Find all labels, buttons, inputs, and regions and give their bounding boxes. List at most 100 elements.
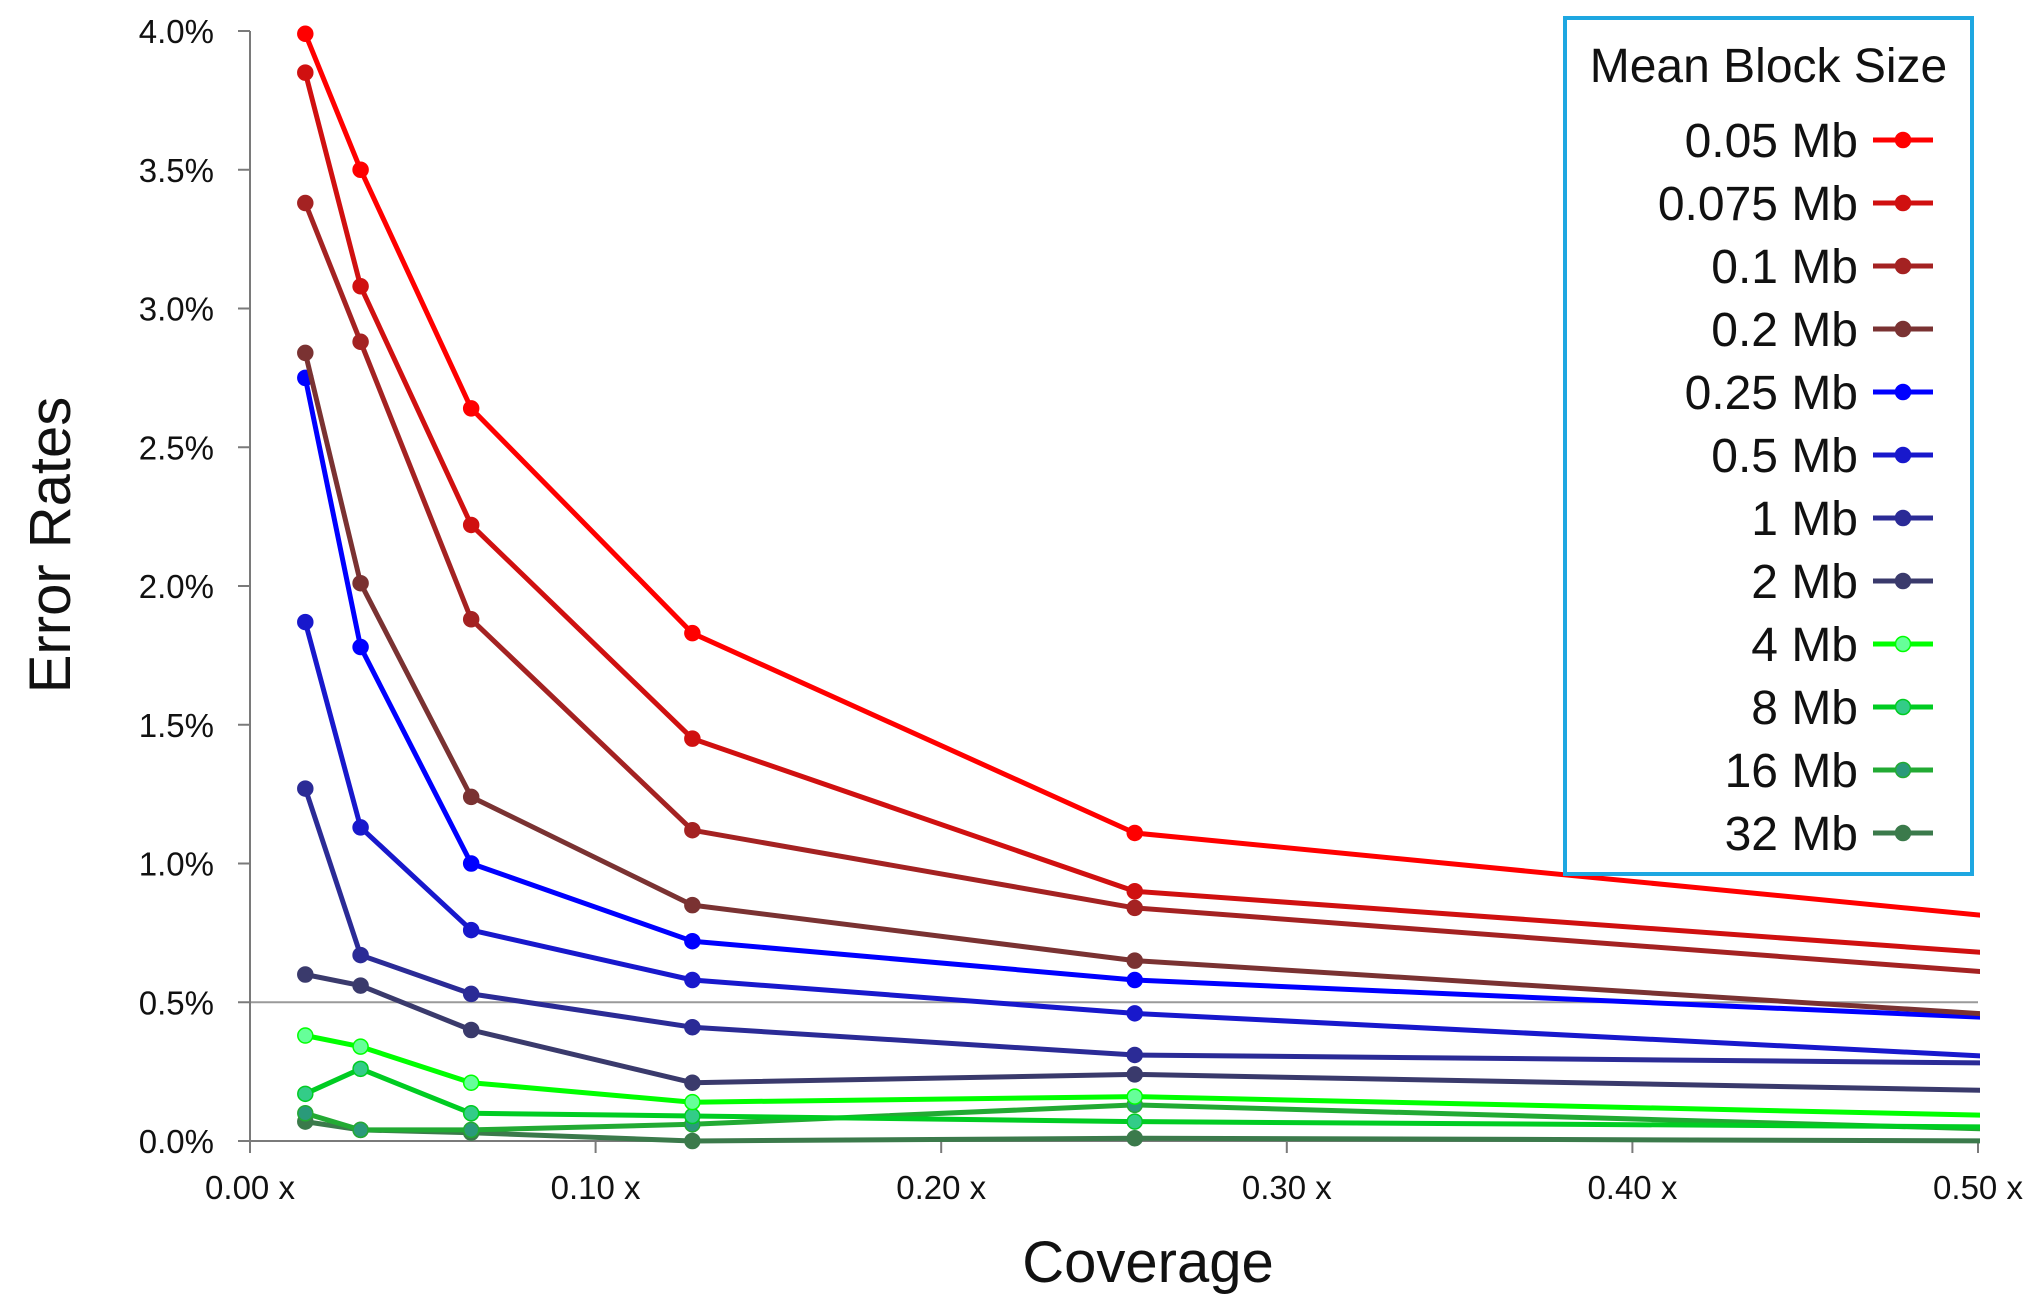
data-point [297,25,314,43]
series-line [302,621,1980,1059]
series-16-mb [297,1096,1980,1139]
data-point [1126,1129,1143,1147]
legend-label: 0.5 Mb [1711,430,1858,483]
data-point [684,1107,701,1125]
y-tick-label: 2.0% [139,568,214,605]
data-point [297,64,314,81]
series-32-mb [297,1113,1980,1150]
data-point [462,1021,480,1039]
data-point [352,977,369,994]
series-0-25-mb [297,369,1980,1020]
data-point [684,1018,701,1036]
legend-item: 1 Mb [1751,493,1933,546]
legend-item: 0.075 Mb [1658,178,1933,231]
data-point [297,1105,314,1122]
legend-label: 8 Mb [1751,682,1858,735]
data-point [684,730,701,747]
legend-label: 0.2 Mb [1711,304,1858,357]
data-point [352,638,369,656]
series-0-5-mb [297,613,1980,1059]
data-point [1126,1113,1143,1130]
series-line [304,1033,1980,1118]
data-point [684,624,701,642]
series-layer [297,25,1980,1150]
series-1-mb [297,780,1980,1066]
legend-label: 16 Mb [1725,745,1858,798]
series-line [304,972,1980,1093]
legend-item: 0.1 Mb [1711,241,1933,294]
data-point [462,516,480,534]
series-0-2-mb [297,344,1980,1017]
legend-marker [1894,509,1912,527]
y-axis-title: Error Rates [18,397,83,694]
x-axis-title: Coverage [1022,1230,1273,1295]
legend-label: 0.075 Mb [1658,178,1858,231]
data-point [352,574,369,592]
data-point [462,788,480,806]
legend-marker [1894,320,1912,338]
data-point [1126,883,1143,900]
legend-marker [1894,761,1912,779]
data-point [462,1105,480,1122]
data-point [684,971,701,989]
data-point [297,613,314,631]
legend-item: 0.05 Mb [1685,115,1933,168]
data-point [684,1093,701,1111]
data-point [684,932,701,950]
series-line [304,1102,1980,1133]
x-tick-label: 0.30 x [1242,1169,1332,1206]
y-tick-label: 1.5% [139,707,214,744]
legend-marker [1894,572,1912,590]
legend-marker [1894,257,1912,275]
data-point [462,985,480,1003]
series-line [302,352,1980,1017]
legend-marker [1894,383,1912,401]
data-point [684,896,701,914]
data-point [352,278,369,295]
legend-item: 0.2 Mb [1711,304,1933,357]
x-tick-label: 0.10 x [551,1169,641,1206]
series-0-1-mb [297,194,1980,975]
data-point [684,821,701,839]
legend-marker [1894,131,1912,149]
y-tick-label: 0.0% [139,1123,214,1160]
series-line [302,202,1980,975]
data-point [352,819,369,836]
legend-label: 4 Mb [1751,619,1858,672]
data-point [297,1027,314,1044]
legend-item: 0.25 Mb [1685,367,1933,420]
data-point [352,1038,369,1055]
legend-marker [1894,698,1912,716]
data-point [352,1060,369,1078]
series-line [302,32,1980,918]
legend-marker [1894,635,1912,653]
x-tick-label: 0.40 x [1587,1169,1677,1206]
data-point [462,1074,480,1091]
legend-label: 32 Mb [1725,808,1858,861]
y-tick-label: 3.0% [139,291,214,328]
data-point [1126,1066,1143,1083]
data-point [462,855,480,872]
legend-label: 2 Mb [1751,556,1858,609]
series-8-mb [297,1060,1980,1130]
x-tick-label: 0.20 x [896,1169,986,1206]
legend-label: 0.05 Mb [1685,115,1858,168]
x-tick-label: 0.00 x [205,1169,295,1206]
legend-title: Mean Block Size [1590,40,1948,93]
legend-item: 16 Mb [1725,745,1933,798]
legend-item: 32 Mb [1725,808,1933,861]
data-point [1126,1046,1143,1064]
legend-item: 0.5 Mb [1711,430,1933,483]
data-point [1126,1005,1143,1022]
data-point [1126,1088,1143,1105]
y-tick-label: 3.5% [139,152,214,189]
axes: 0.0% 0.5% 1.0% 1.5% 2.0% 2.5% 3.0% 3.5% 4.0% 0.00… [139,13,2024,1206]
data-point [462,1121,480,1139]
data-point [462,611,480,628]
data-point [1126,971,1143,989]
y-tick-label: 2.5% [139,429,214,466]
data-point [352,161,369,178]
legend-marker [1894,446,1912,464]
data-point [462,400,480,417]
legend-item: 2 Mb [1751,556,1933,609]
